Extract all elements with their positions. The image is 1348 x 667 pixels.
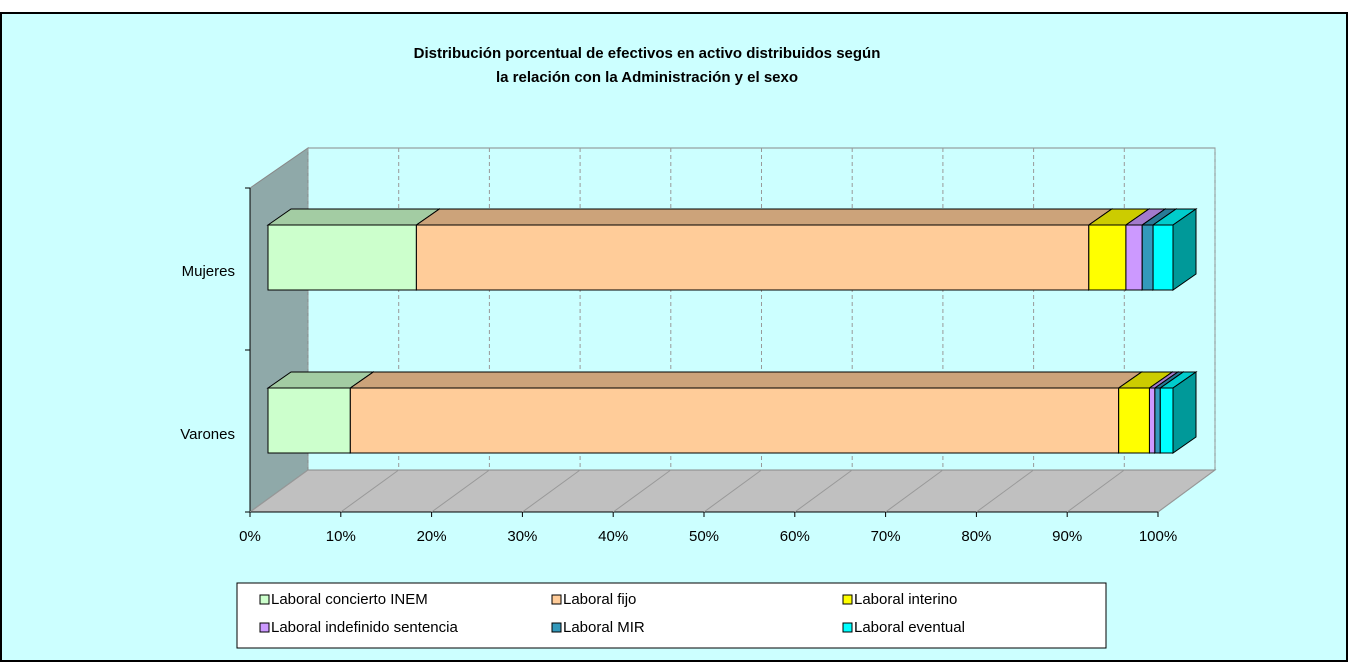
legend	[236, 582, 1107, 649]
legend-label: Laboral MIR	[563, 619, 645, 636]
floor-grid-line	[612, 469, 672, 513]
x-tick-label: 90%	[1052, 528, 1082, 545]
bar-side	[1172, 371, 1197, 454]
floor-grid-line	[1157, 469, 1216, 513]
floor-grid-line	[522, 469, 581, 513]
chart-title: la relación con la Administración y el s…	[496, 69, 798, 86]
x-tick-label: 80%	[961, 528, 991, 545]
bar-side	[1172, 208, 1197, 291]
floor-grid-line	[1066, 469, 1125, 513]
x-tick-label: 0%	[239, 528, 261, 545]
chart-title: Distribución porcentual de efectivos en …	[414, 45, 881, 62]
x-tick-label: 100%	[1139, 528, 1177, 545]
floor-grid-line	[794, 469, 853, 513]
bar	[1118, 387, 1150, 454]
x-tick-label: 10%	[326, 528, 356, 545]
bar	[415, 224, 1090, 291]
legend-label: Laboral interino	[854, 591, 957, 608]
x-tick-label: 30%	[507, 528, 537, 545]
x-tick-label: 40%	[598, 528, 628, 545]
x-tick-label: 70%	[871, 528, 901, 545]
y-tick-label: Mujeres	[182, 263, 235, 280]
legend-swatch	[259, 594, 270, 605]
legend-swatch	[842, 594, 853, 605]
x-tick-label: 50%	[689, 528, 719, 545]
bar	[1148, 387, 1156, 454]
legend-swatch	[551, 622, 562, 633]
y-tick-label: Varones	[180, 426, 235, 443]
bar	[1088, 224, 1127, 291]
bar-top	[348, 371, 1144, 389]
legend-label: Laboral fijo	[563, 591, 636, 608]
legend-swatch	[842, 622, 853, 633]
floor-grid-line	[431, 469, 490, 513]
x-tick-label: 20%	[417, 528, 447, 545]
bar	[1152, 224, 1174, 291]
bar	[1159, 387, 1174, 454]
floor-grid-line	[340, 469, 399, 513]
floor-grid-line	[885, 469, 944, 513]
legend-label: Laboral eventual	[854, 619, 965, 636]
bar-top	[414, 208, 1114, 226]
bar	[1125, 224, 1143, 291]
bar	[349, 387, 1120, 454]
floor-grid-line	[249, 469, 309, 513]
x-tick-label: 60%	[780, 528, 810, 545]
bar	[267, 224, 417, 291]
bar	[267, 387, 351, 454]
legend-label: Laboral indefinido sentencia	[271, 619, 458, 636]
legend-swatch	[259, 622, 270, 633]
bar	[1141, 224, 1154, 291]
legend-label: Laboral concierto INEM	[271, 591, 428, 608]
floor-grid-line	[976, 469, 1034, 513]
bar	[1154, 387, 1161, 454]
floor-grid-line	[703, 469, 762, 513]
legend-swatch	[551, 594, 562, 605]
bar-top	[266, 208, 442, 226]
left-wall	[249, 147, 309, 513]
